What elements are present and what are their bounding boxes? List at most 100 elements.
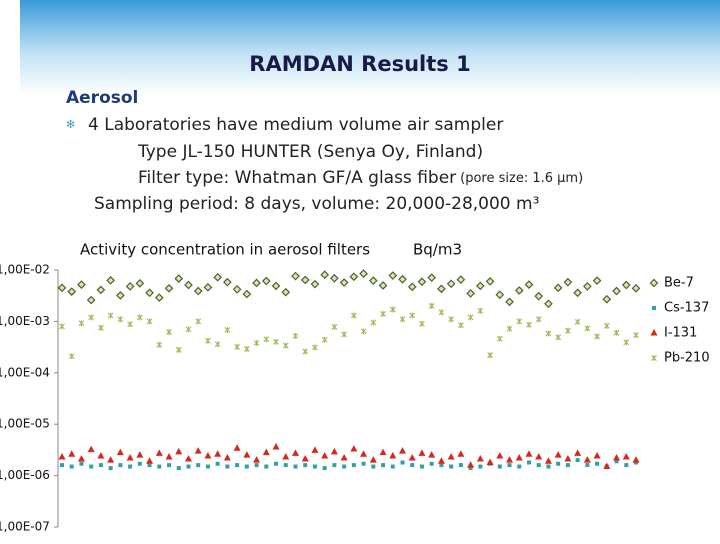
point xyxy=(613,329,620,336)
legend-label: Cs-137 xyxy=(664,301,709,316)
point xyxy=(487,352,493,359)
point xyxy=(137,461,142,466)
point xyxy=(125,282,135,291)
point xyxy=(651,355,657,361)
point xyxy=(79,461,84,466)
point xyxy=(312,464,317,469)
point xyxy=(166,329,172,336)
point xyxy=(583,456,591,463)
point xyxy=(526,460,531,465)
point xyxy=(301,455,309,462)
point xyxy=(381,463,386,468)
point xyxy=(457,322,464,329)
point xyxy=(485,277,495,286)
point xyxy=(233,444,241,451)
point xyxy=(282,342,289,349)
point xyxy=(507,463,512,468)
point xyxy=(185,326,192,333)
point xyxy=(622,453,630,460)
point xyxy=(254,463,259,468)
point xyxy=(417,277,427,287)
point xyxy=(536,463,541,468)
legend-label: Be-7 xyxy=(664,276,694,291)
point xyxy=(60,463,64,468)
point xyxy=(77,455,85,462)
point xyxy=(89,464,94,469)
bullet: ✻ xyxy=(66,118,75,131)
point xyxy=(272,443,280,450)
point xyxy=(127,321,133,328)
point xyxy=(585,463,590,468)
point xyxy=(128,464,133,469)
point xyxy=(390,464,395,469)
point xyxy=(283,463,288,468)
point xyxy=(624,463,629,468)
point xyxy=(514,286,524,295)
point xyxy=(195,318,202,325)
point xyxy=(116,291,125,300)
point xyxy=(388,271,398,280)
point xyxy=(321,452,329,459)
point xyxy=(311,446,319,453)
point xyxy=(146,457,154,464)
point xyxy=(458,463,463,468)
note: (pore size: 1.6 µm) xyxy=(460,171,583,186)
point xyxy=(574,449,582,456)
point xyxy=(456,275,466,284)
point xyxy=(157,464,162,469)
y-tick-label: 1,00E-02 xyxy=(0,263,50,277)
point xyxy=(505,297,514,307)
point xyxy=(107,456,115,463)
point xyxy=(106,275,115,285)
point xyxy=(147,463,152,468)
point xyxy=(213,272,223,282)
point xyxy=(389,452,397,459)
point xyxy=(584,325,591,332)
point xyxy=(243,451,251,458)
point xyxy=(175,346,182,353)
point xyxy=(360,450,368,457)
point xyxy=(574,318,581,325)
point xyxy=(429,461,434,466)
point xyxy=(368,276,378,286)
point xyxy=(565,327,571,334)
point xyxy=(97,452,105,459)
point xyxy=(457,450,465,457)
legend-label: I-131 xyxy=(664,326,697,341)
point xyxy=(563,277,573,287)
point xyxy=(340,453,348,461)
point xyxy=(594,333,600,340)
point xyxy=(525,450,533,457)
point xyxy=(107,312,114,319)
point xyxy=(77,280,86,289)
point xyxy=(496,452,504,459)
point xyxy=(583,282,592,291)
point xyxy=(281,287,291,297)
point xyxy=(497,464,502,469)
point xyxy=(575,458,580,463)
point xyxy=(293,464,298,469)
point xyxy=(603,322,610,329)
point xyxy=(174,274,184,283)
y-tick-label: 1,00E-05 xyxy=(0,417,50,431)
point xyxy=(389,306,396,313)
point xyxy=(57,283,67,293)
point xyxy=(302,348,309,355)
point xyxy=(556,461,561,466)
point xyxy=(360,328,367,335)
point xyxy=(214,341,221,348)
point xyxy=(476,455,484,462)
point xyxy=(544,299,553,309)
point xyxy=(252,278,261,288)
point xyxy=(380,310,386,317)
point xyxy=(361,461,366,466)
point xyxy=(322,466,327,471)
point xyxy=(437,284,446,294)
point xyxy=(96,285,106,295)
point xyxy=(350,444,358,452)
text-line: Type JL-150 HUNTER (Senya Oy, Finland) xyxy=(137,142,483,162)
y-tick-label: 1,00E-03 xyxy=(0,314,50,328)
point xyxy=(418,449,426,456)
point xyxy=(526,321,532,328)
units: Bq/m3 xyxy=(413,241,462,259)
